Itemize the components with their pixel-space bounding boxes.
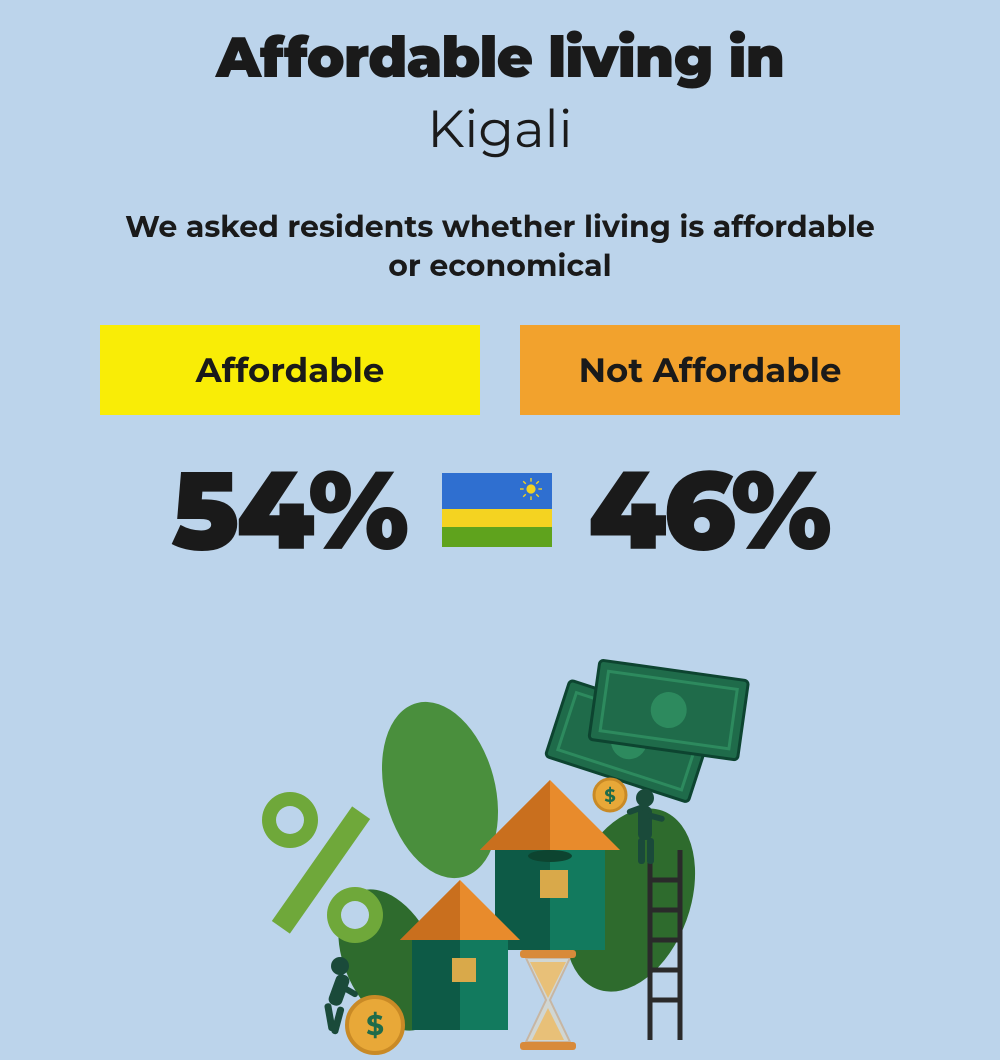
percent-not-affordable: 46%	[588, 443, 829, 577]
flag-sun-icon	[520, 478, 542, 500]
option-label-not-affordable: Not Affordable	[579, 349, 842, 391]
percent-affordable: 54%	[171, 443, 406, 577]
flag-icon	[442, 473, 552, 547]
percent-row: 54% 46%	[0, 443, 1000, 577]
option-box-not-affordable: Not Affordable	[520, 325, 900, 415]
svg-text:$: $	[604, 785, 615, 807]
illustration: $ $	[200, 640, 800, 1060]
svg-text:$: $	[366, 1009, 384, 1043]
subtitle: We asked residents whether living is aff…	[120, 207, 880, 285]
title-line1: Affordable living in	[0, 24, 1000, 92]
option-box-affordable: Affordable	[100, 325, 480, 415]
title-block: Affordable living in Kigali	[0, 0, 1000, 161]
title-line2: Kigali	[0, 98, 1000, 161]
options-row: Affordable Not Affordable	[0, 325, 1000, 415]
option-label-affordable: Affordable	[196, 349, 385, 391]
